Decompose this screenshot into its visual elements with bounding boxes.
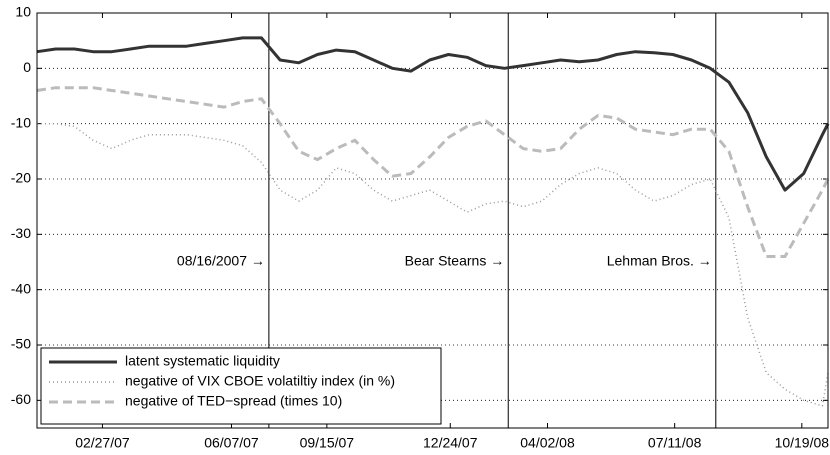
plot-frame	[36, 12, 829, 429]
series-line	[36, 86, 830, 258]
y-tick-label: -30	[11, 225, 31, 241]
y-tick-label: -10	[11, 114, 31, 130]
x-tick-label: 12/24/07	[423, 435, 478, 451]
y-tick-label: 0	[23, 59, 31, 75]
legend-label: latent systematic liquidity	[125, 353, 280, 369]
event-label: 08/16/2007 →	[177, 253, 265, 269]
x-tick-label: 07/11/08	[648, 435, 702, 451]
x-tick-label: 09/15/07	[300, 435, 355, 451]
x-tick-label: 04/02/08	[520, 435, 575, 451]
event-label: Bear Stearns →	[405, 253, 505, 269]
event-label: Lehman Bros. →	[607, 253, 712, 269]
y-tick-label: -40	[11, 280, 31, 296]
x-tick-label: 06/07/07	[204, 435, 259, 451]
series-line	[36, 36, 830, 192]
x-tick-label: 02/27/07	[75, 435, 130, 451]
legend-label: negative of VIX CBOE volatiltiy index (i…	[125, 373, 395, 389]
y-tick-label: -60	[11, 391, 31, 407]
y-tick-label: -50	[11, 336, 31, 352]
y-tick-label: 10	[15, 4, 31, 20]
x-tick-label: 10/19/08	[775, 435, 830, 451]
y-tick-label: -20	[11, 170, 31, 186]
legend-label: negative of TED−spread (times 10)	[125, 393, 342, 409]
